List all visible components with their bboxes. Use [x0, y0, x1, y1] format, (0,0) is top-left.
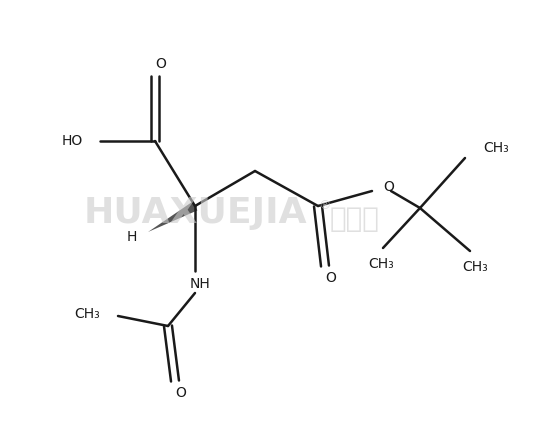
Text: CH₃: CH₃: [462, 260, 488, 274]
Polygon shape: [148, 201, 198, 232]
Text: O: O: [176, 386, 186, 400]
Text: ®: ®: [319, 199, 331, 213]
Text: HUAXUEJIA: HUAXUEJIA: [83, 196, 307, 230]
Text: HO: HO: [62, 134, 83, 148]
Text: H: H: [127, 230, 137, 244]
Text: O: O: [383, 180, 394, 194]
Text: NH: NH: [189, 277, 210, 291]
Text: CH₃: CH₃: [74, 307, 100, 321]
Text: O: O: [325, 271, 336, 285]
Text: 化学加: 化学加: [330, 205, 380, 233]
Text: CH₃: CH₃: [368, 257, 394, 271]
Text: O: O: [156, 57, 167, 71]
Text: CH₃: CH₃: [483, 141, 509, 155]
